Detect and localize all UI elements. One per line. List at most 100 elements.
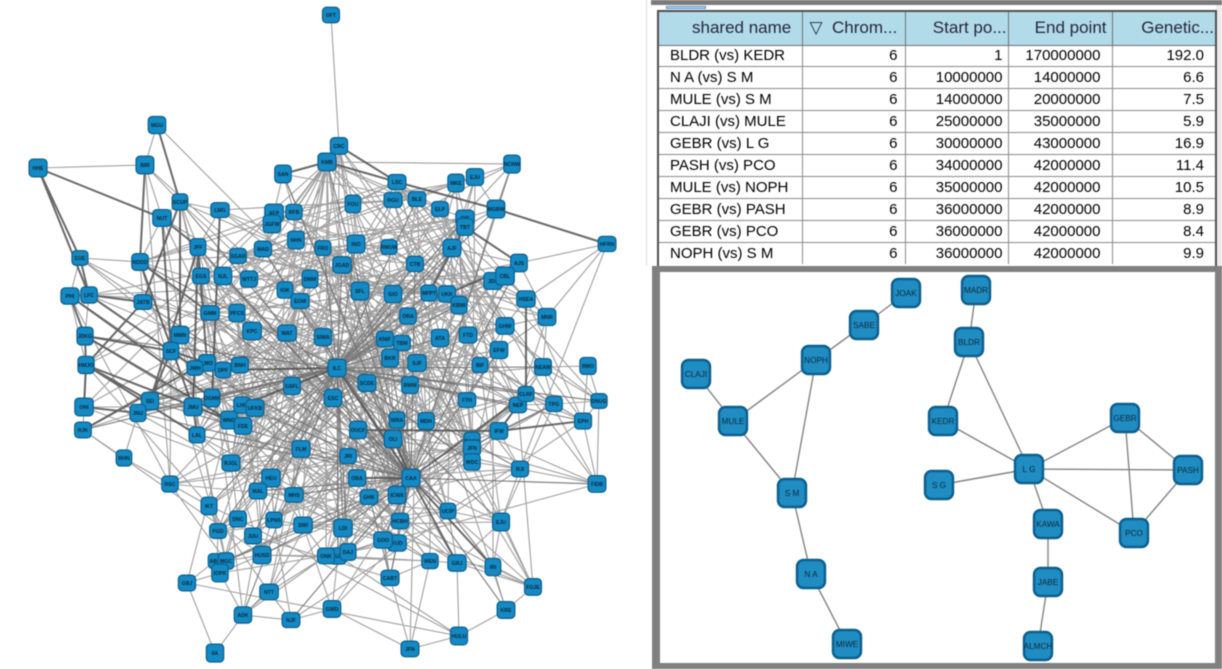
svg-text:BLDR: BLDR [958,338,980,347]
svg-text:PHI: PHI [66,294,75,300]
svg-text:HHE: HHE [33,166,44,172]
svg-text:AJF: AJF [447,246,457,252]
svg-text:MIWE: MIWE [836,640,859,649]
svg-text:IIA: IIA [212,651,219,657]
svg-text:RGU: RGU [387,198,399,204]
svg-text:MAD: MAD [257,247,269,253]
svg-text:BNH: BNH [234,363,245,369]
svg-text:RJK: RJK [78,428,89,434]
svg-text:OBA: OBA [351,476,363,482]
svg-text:KRE: KRE [501,608,512,614]
svg-text:GOO: GOO [377,538,389,544]
svg-text:GHW: GHW [499,324,512,330]
svg-text:MULE: MULE [722,417,745,426]
svg-text:JDKG: JDKG [78,334,92,340]
svg-text:AUIC: AUIC [332,554,345,560]
svg-text:ICWA: ICWA [390,493,404,499]
svg-text:NHN: NHN [290,238,301,244]
svg-text:N A: N A [804,570,818,579]
svg-text:JOAK: JOAK [895,289,917,298]
svg-text:RJI: RJI [516,467,525,473]
svg-text:JRI: JRI [344,454,353,460]
svg-text:ATA: ATA [435,336,445,342]
svg-text:FOJE: FOJE [526,585,540,591]
svg-text:HULU: HULU [452,634,467,640]
svg-text:KBMI: KBMI [452,303,466,309]
svg-text:MAL: MAL [252,489,264,495]
svg-text:JFF: JFF [193,245,202,251]
svg-text:IKT: IKT [205,504,214,510]
svg-text:RSC: RSC [165,482,176,488]
svg-text:GWD: GWD [326,607,339,613]
svg-text:EGS: EGS [196,274,207,280]
svg-text:ORA: ORA [402,314,414,320]
svg-text:S G: S G [932,481,946,490]
svg-text:NDDD: NDDD [133,260,148,266]
svg-text:AJS: AJS [514,261,525,267]
svg-text:OGMK: OGMK [204,396,220,402]
svg-text:HUSD: HUSD [255,553,270,559]
svg-text:MFPT: MFPT [422,291,437,297]
svg-text:S M: S M [785,489,800,498]
svg-text:ONK: ONK [320,554,332,560]
svg-text:SCUP: SCUP [173,200,188,206]
svg-text:JABE: JABE [1038,578,1059,587]
svg-text:HFRN: HFRN [600,242,615,248]
svg-text:NJL: NJL [218,274,229,280]
svg-text:WEN: WEN [424,559,436,565]
svg-text:RJGL: RJGL [224,461,239,467]
svg-text:INO: INO [351,242,360,248]
svg-text:IFW: IFW [494,429,504,435]
svg-text:RHN: RHN [118,456,129,462]
svg-text:FTH: FTH [462,398,472,404]
svg-text:RWUW: RWUW [380,245,397,251]
svg-text:LHU: LHU [237,403,248,409]
svg-text:EJU: EJU [496,520,506,526]
svg-text:CRC: CRC [333,144,344,150]
svg-text:NEAW: NEAW [535,365,551,371]
svg-text:HSEA: HSEA [519,297,534,303]
svg-text:EPH: EPH [578,419,589,425]
svg-text:FTD: FTD [463,333,473,339]
svg-text:LAL: LAL [192,433,203,439]
svg-text:KAWA: KAWA [1036,520,1060,529]
svg-text:DNC: DNC [232,517,243,523]
svg-text:MDH: MDH [420,419,432,425]
svg-text:EJU: EJU [470,175,480,181]
svg-text:PFCS: PFCS [230,311,244,317]
svg-text:LSC: LSC [392,180,403,186]
svg-text:HEU: HEU [266,476,277,482]
svg-text:NTT: NTT [264,590,275,596]
svg-text:LFC: LFC [84,293,94,299]
svg-text:CTB: CTB [410,262,421,268]
svg-text:DPF: DPF [218,368,228,374]
svg-text:ONI: ONI [79,405,89,411]
svg-text:EUE: EUE [75,256,86,262]
svg-text:GMM: GMM [204,311,217,317]
svg-text:JATB: JATB [136,300,149,306]
svg-text:KPC: KPC [247,329,258,335]
svg-text:IMR: IMR [140,163,150,169]
svg-text:NUT: NUT [157,216,168,222]
svg-text:JWH: JWH [189,366,201,372]
svg-text:MKE: MKE [450,181,462,187]
svg-text:TBM: TBM [396,341,407,347]
svg-text:PCO: PCO [1125,529,1143,538]
svg-text:MGC: MGC [220,559,232,565]
svg-text:ELP: ELP [435,207,446,213]
svg-text:RFB: RFB [289,210,300,216]
svg-text:BKR: BKR [384,356,395,362]
svg-text:CAA: CAA [405,476,416,482]
svg-text:JUU: JUU [248,534,259,540]
svg-text:RWM: RWM [404,383,417,389]
svg-text:JMU: JMU [188,405,199,411]
svg-text:HCBH: HCBH [393,519,408,525]
svg-text:BLE: BLE [412,197,423,203]
svg-text:CBL: CBL [500,274,511,280]
svg-text:LDI: LDI [339,526,348,532]
svg-text:SCF: SCF [166,349,176,355]
svg-text:JFN: JFN [405,647,415,653]
svg-text:CLRF: CLRF [519,392,533,398]
svg-text:HMJO: HMJO [79,363,94,369]
svg-text:WRA: WRA [391,418,404,424]
